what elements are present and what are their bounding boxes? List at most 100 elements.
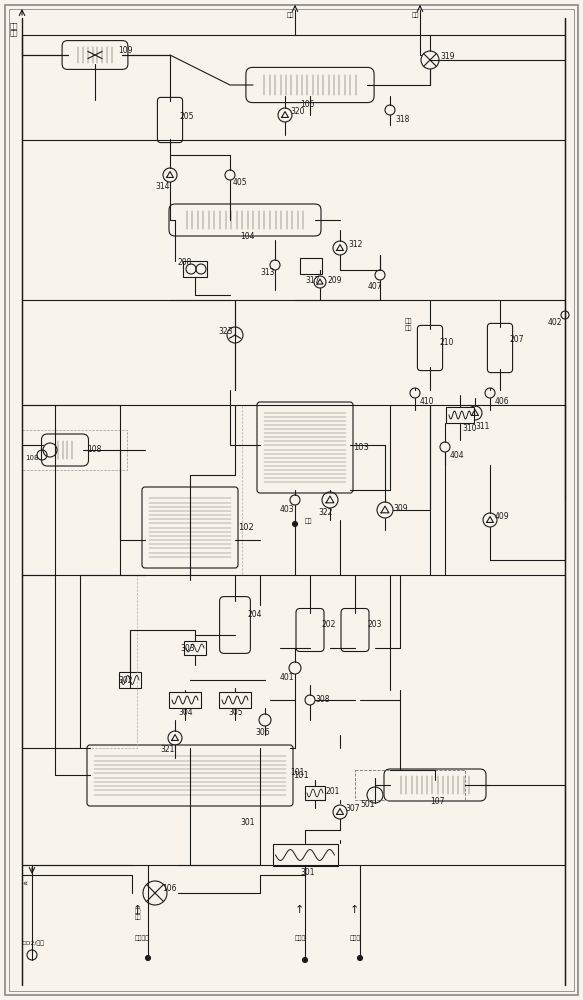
Text: 204: 204 xyxy=(247,610,262,619)
Text: 314: 314 xyxy=(155,182,170,191)
Text: 310: 310 xyxy=(462,424,476,433)
Text: ↑: ↑ xyxy=(133,905,142,915)
FancyBboxPatch shape xyxy=(62,41,128,69)
FancyBboxPatch shape xyxy=(169,204,321,236)
Text: 319: 319 xyxy=(440,52,455,61)
Text: 甲醇: 甲醇 xyxy=(405,325,413,331)
Bar xyxy=(446,407,474,423)
Text: 甲醇: 甲醇 xyxy=(135,914,142,920)
Text: 305: 305 xyxy=(228,708,243,717)
Text: 208: 208 xyxy=(178,258,192,267)
Text: 304: 304 xyxy=(178,708,192,717)
Text: 甲醇去: 甲醇去 xyxy=(295,935,306,941)
Text: 410: 410 xyxy=(420,397,434,406)
Text: 407: 407 xyxy=(368,282,382,291)
Bar xyxy=(119,672,141,688)
Text: 成气: 成气 xyxy=(10,29,19,36)
Circle shape xyxy=(146,956,150,960)
FancyBboxPatch shape xyxy=(417,325,442,371)
Text: 308: 308 xyxy=(315,695,329,704)
Text: CO2/尾气: CO2/尾气 xyxy=(22,940,45,946)
FancyBboxPatch shape xyxy=(384,769,486,801)
FancyBboxPatch shape xyxy=(142,487,238,568)
Text: 317: 317 xyxy=(305,276,319,285)
Text: 301: 301 xyxy=(240,818,255,827)
Text: 405: 405 xyxy=(233,178,248,187)
Text: ↑: ↑ xyxy=(350,905,359,915)
Bar xyxy=(22,575,137,748)
Text: 320: 320 xyxy=(290,107,304,116)
Text: 中压: 中压 xyxy=(405,318,413,324)
Text: 306: 306 xyxy=(255,728,269,737)
Bar xyxy=(300,258,322,274)
Text: 205: 205 xyxy=(180,112,195,121)
Circle shape xyxy=(357,956,363,960)
Text: 322: 322 xyxy=(318,508,332,517)
Text: 201: 201 xyxy=(325,787,339,796)
Text: 403: 403 xyxy=(280,505,294,514)
Text: 303: 303 xyxy=(180,644,195,653)
Circle shape xyxy=(303,958,307,962)
FancyBboxPatch shape xyxy=(87,745,293,806)
Text: 321: 321 xyxy=(160,745,174,754)
Text: 108: 108 xyxy=(25,455,38,461)
Text: 202: 202 xyxy=(322,620,336,629)
Circle shape xyxy=(293,522,297,526)
Text: 312: 312 xyxy=(348,240,363,249)
Text: 106: 106 xyxy=(162,884,177,893)
Text: 脱硫: 脱硫 xyxy=(135,908,142,914)
FancyBboxPatch shape xyxy=(220,597,251,653)
Text: 401: 401 xyxy=(280,673,294,682)
Text: 105: 105 xyxy=(300,100,314,109)
Text: 209: 209 xyxy=(328,276,342,285)
Text: 109: 109 xyxy=(118,46,132,55)
Text: 101: 101 xyxy=(293,771,309,780)
Text: 210: 210 xyxy=(440,338,454,347)
Text: 207: 207 xyxy=(510,335,525,344)
Text: ↑: ↑ xyxy=(295,905,304,915)
Text: 108: 108 xyxy=(87,445,101,454)
Bar xyxy=(184,641,206,655)
FancyBboxPatch shape xyxy=(257,402,353,493)
Bar xyxy=(22,430,127,470)
Text: 311: 311 xyxy=(475,422,489,431)
Text: 313: 313 xyxy=(260,268,275,277)
FancyBboxPatch shape xyxy=(341,608,369,652)
Bar xyxy=(272,844,338,866)
Text: 302: 302 xyxy=(118,676,132,685)
FancyBboxPatch shape xyxy=(41,434,89,466)
Bar xyxy=(169,692,201,708)
Text: 501: 501 xyxy=(360,800,374,809)
Text: 放空: 放空 xyxy=(287,12,294,18)
FancyBboxPatch shape xyxy=(157,97,182,143)
Text: 309: 309 xyxy=(393,504,408,513)
FancyBboxPatch shape xyxy=(296,608,324,652)
Text: 103: 103 xyxy=(353,443,369,452)
Text: 粗合: 粗合 xyxy=(10,22,19,29)
Text: 甲醇来: 甲醇来 xyxy=(350,935,361,941)
Bar xyxy=(219,692,251,708)
FancyBboxPatch shape xyxy=(487,323,512,373)
Text: «: « xyxy=(22,880,27,889)
FancyBboxPatch shape xyxy=(246,67,374,103)
Bar xyxy=(355,770,465,800)
Text: 107: 107 xyxy=(430,797,444,806)
Text: 402: 402 xyxy=(548,318,563,327)
Bar xyxy=(22,405,242,575)
Text: 104: 104 xyxy=(240,232,255,241)
Bar xyxy=(183,261,207,277)
Text: 307: 307 xyxy=(345,804,360,813)
Text: 409: 409 xyxy=(495,512,510,521)
Text: 101: 101 xyxy=(290,768,304,777)
Text: 102: 102 xyxy=(238,523,254,532)
Text: 323: 323 xyxy=(218,327,233,336)
Text: 脱硫甲醇: 脱硫甲醇 xyxy=(135,935,150,941)
Text: 301: 301 xyxy=(300,868,314,877)
Text: 318: 318 xyxy=(395,115,409,124)
Text: 放空: 放空 xyxy=(305,518,312,524)
Text: 放空: 放空 xyxy=(412,12,420,18)
Text: 404: 404 xyxy=(450,451,465,460)
Text: 203: 203 xyxy=(367,620,381,629)
Text: 406: 406 xyxy=(495,397,510,406)
Bar xyxy=(305,786,325,800)
